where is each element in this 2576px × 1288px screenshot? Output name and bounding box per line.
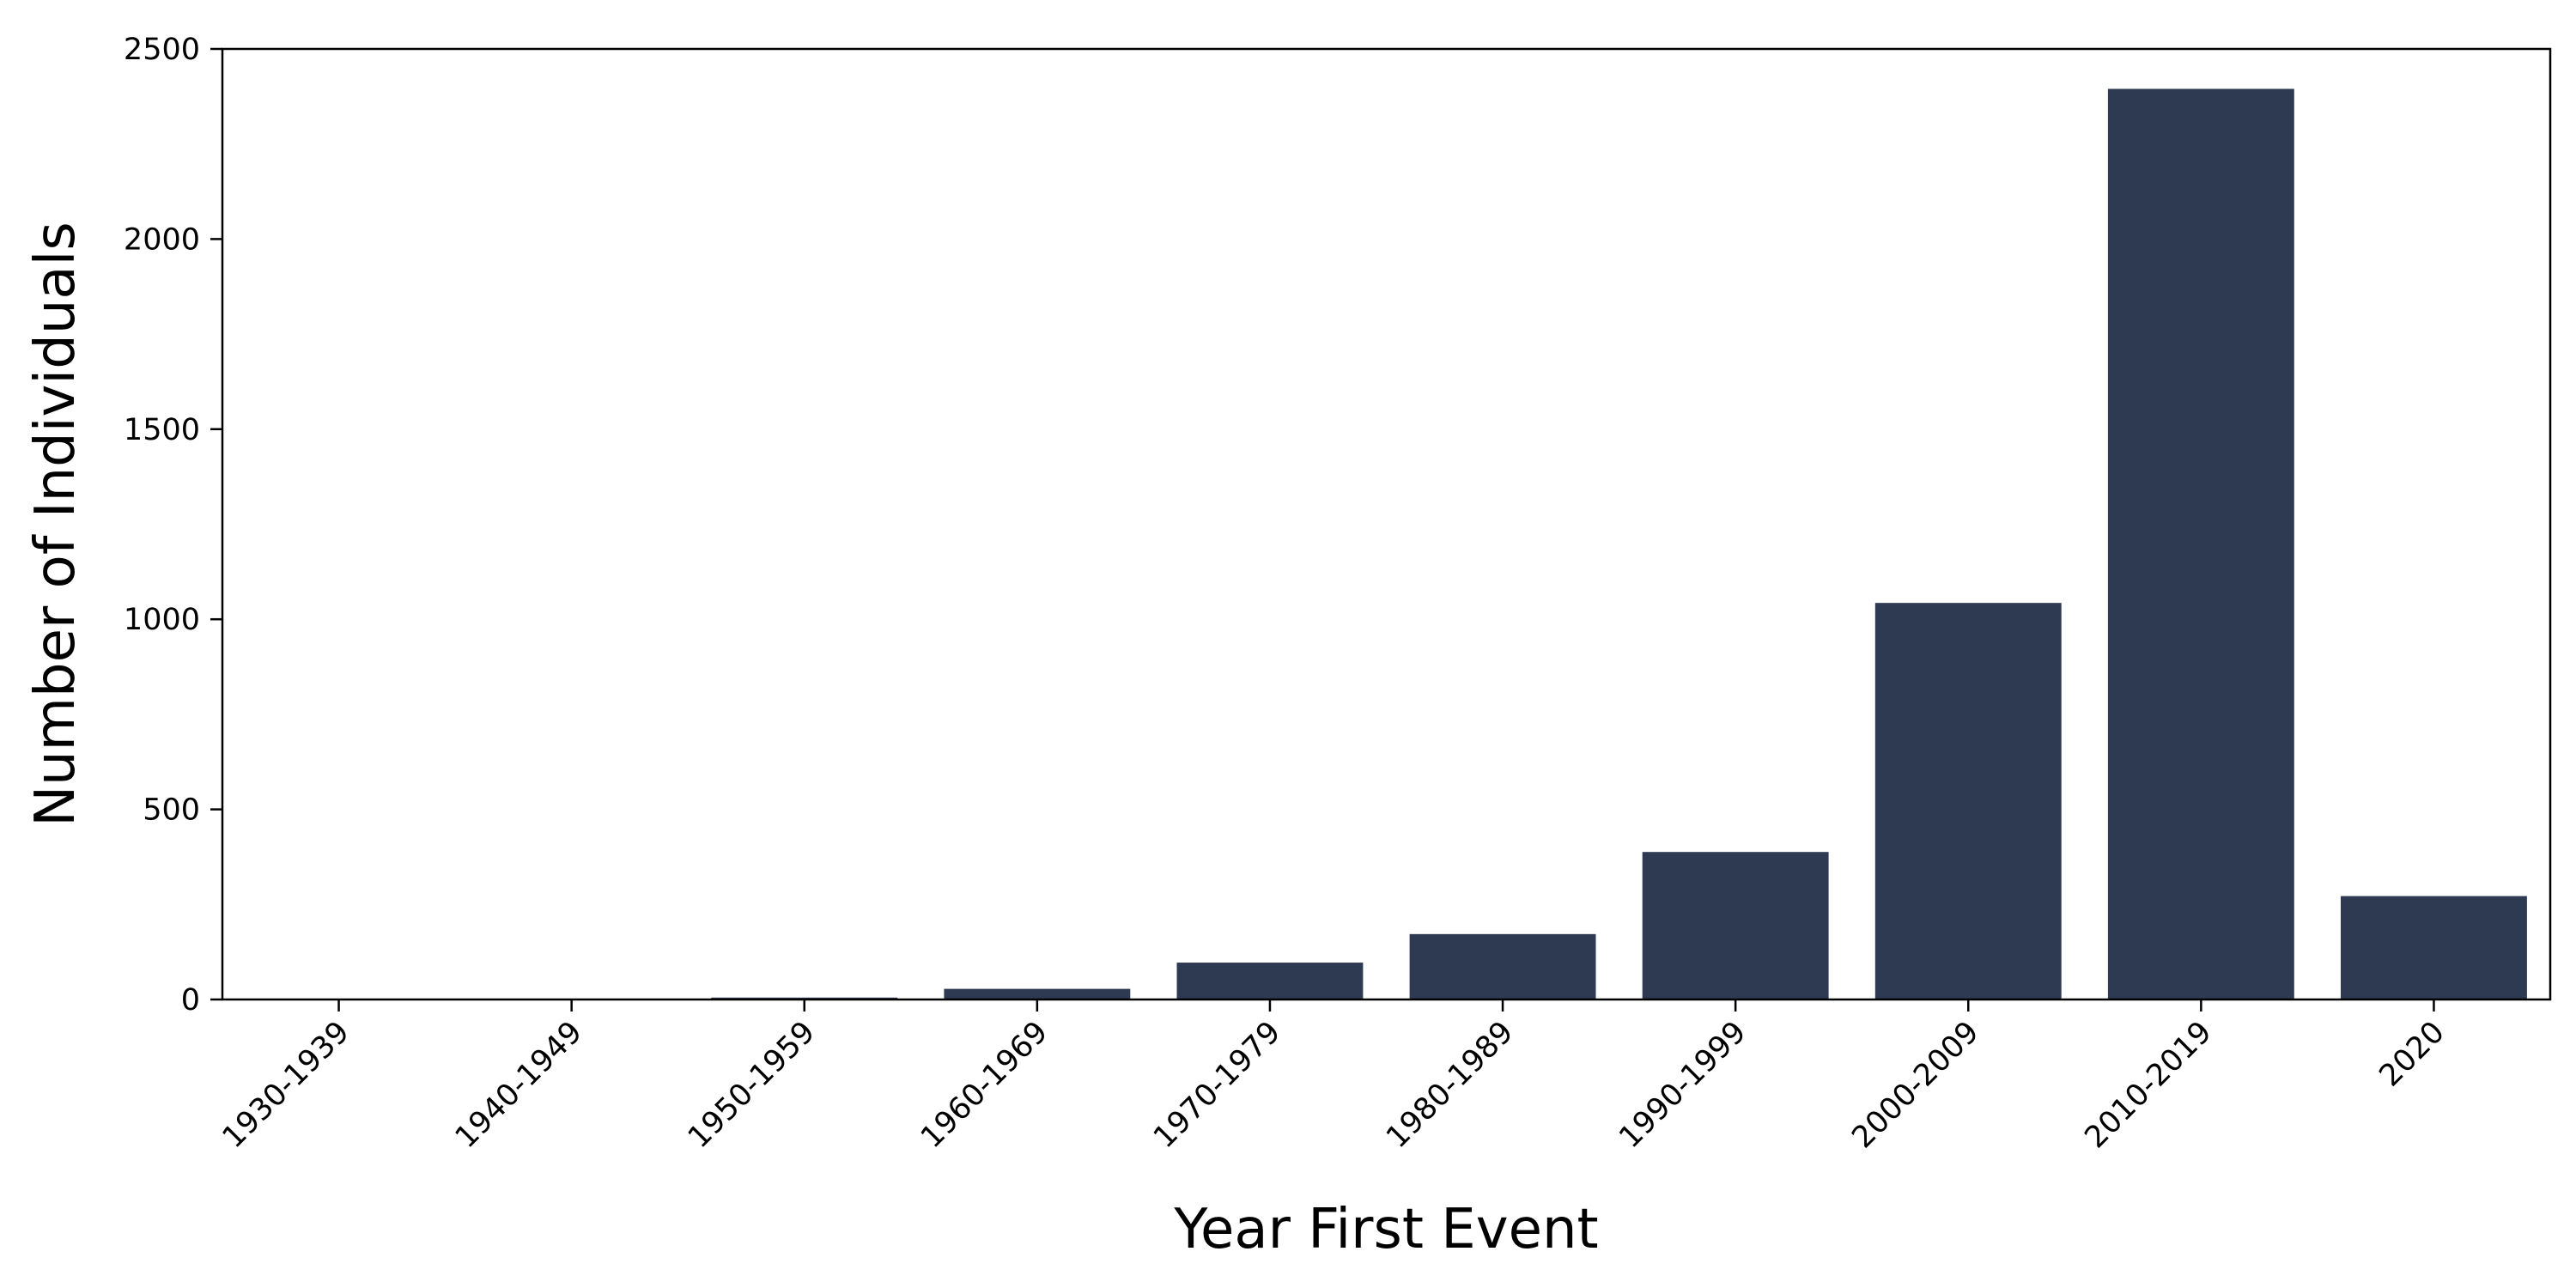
bar-1980-1989: [1409, 933, 1596, 999]
bar-1970-1979: [1176, 963, 1364, 999]
y-tick-label-2000: 2000: [124, 222, 200, 257]
y-tick-label-1500: 1500: [124, 413, 200, 447]
x-tick-label-1980-1989: 1980-1989: [1380, 1015, 1520, 1155]
x-tick-label-1940-1949: 1940-1949: [449, 1015, 589, 1155]
x-tick-label-1960-1969: 1960-1969: [914, 1015, 1054, 1155]
x-axis-title: Year First Event: [1173, 1198, 1598, 1261]
bar-1990-1999: [1642, 852, 1829, 999]
x-tick-label-1970-1979: 1970-1979: [1147, 1015, 1287, 1155]
y-tick-label-500: 500: [143, 793, 200, 828]
x-tick-label-1950-1959: 1950-1959: [682, 1015, 822, 1155]
x-tick-label-2020: 2020: [2373, 1015, 2451, 1093]
y-axis-title: Number of Individuals: [24, 222, 88, 827]
bar-1960-1969: [944, 988, 1131, 999]
bar-2020: [2341, 896, 2527, 999]
y-tick-label-1000: 1000: [124, 603, 200, 637]
x-tick-label-1990-1999: 1990-1999: [1613, 1015, 1753, 1155]
y-tick-label-2500: 2500: [124, 33, 200, 67]
x-tick-label-2010-2019: 2010-2019: [2079, 1015, 2219, 1155]
bars-layer: [246, 88, 2527, 999]
bar-2010-2019: [2107, 88, 2294, 999]
bar-2000-2009: [1874, 603, 2062, 999]
x-tick-label-2000-2009: 2000-2009: [1845, 1015, 1985, 1155]
y-tick-label-0: 0: [181, 983, 200, 1018]
x-tick-label-1930-1939: 1930-1939: [216, 1015, 356, 1155]
plot-frame: [221, 47, 2552, 1001]
